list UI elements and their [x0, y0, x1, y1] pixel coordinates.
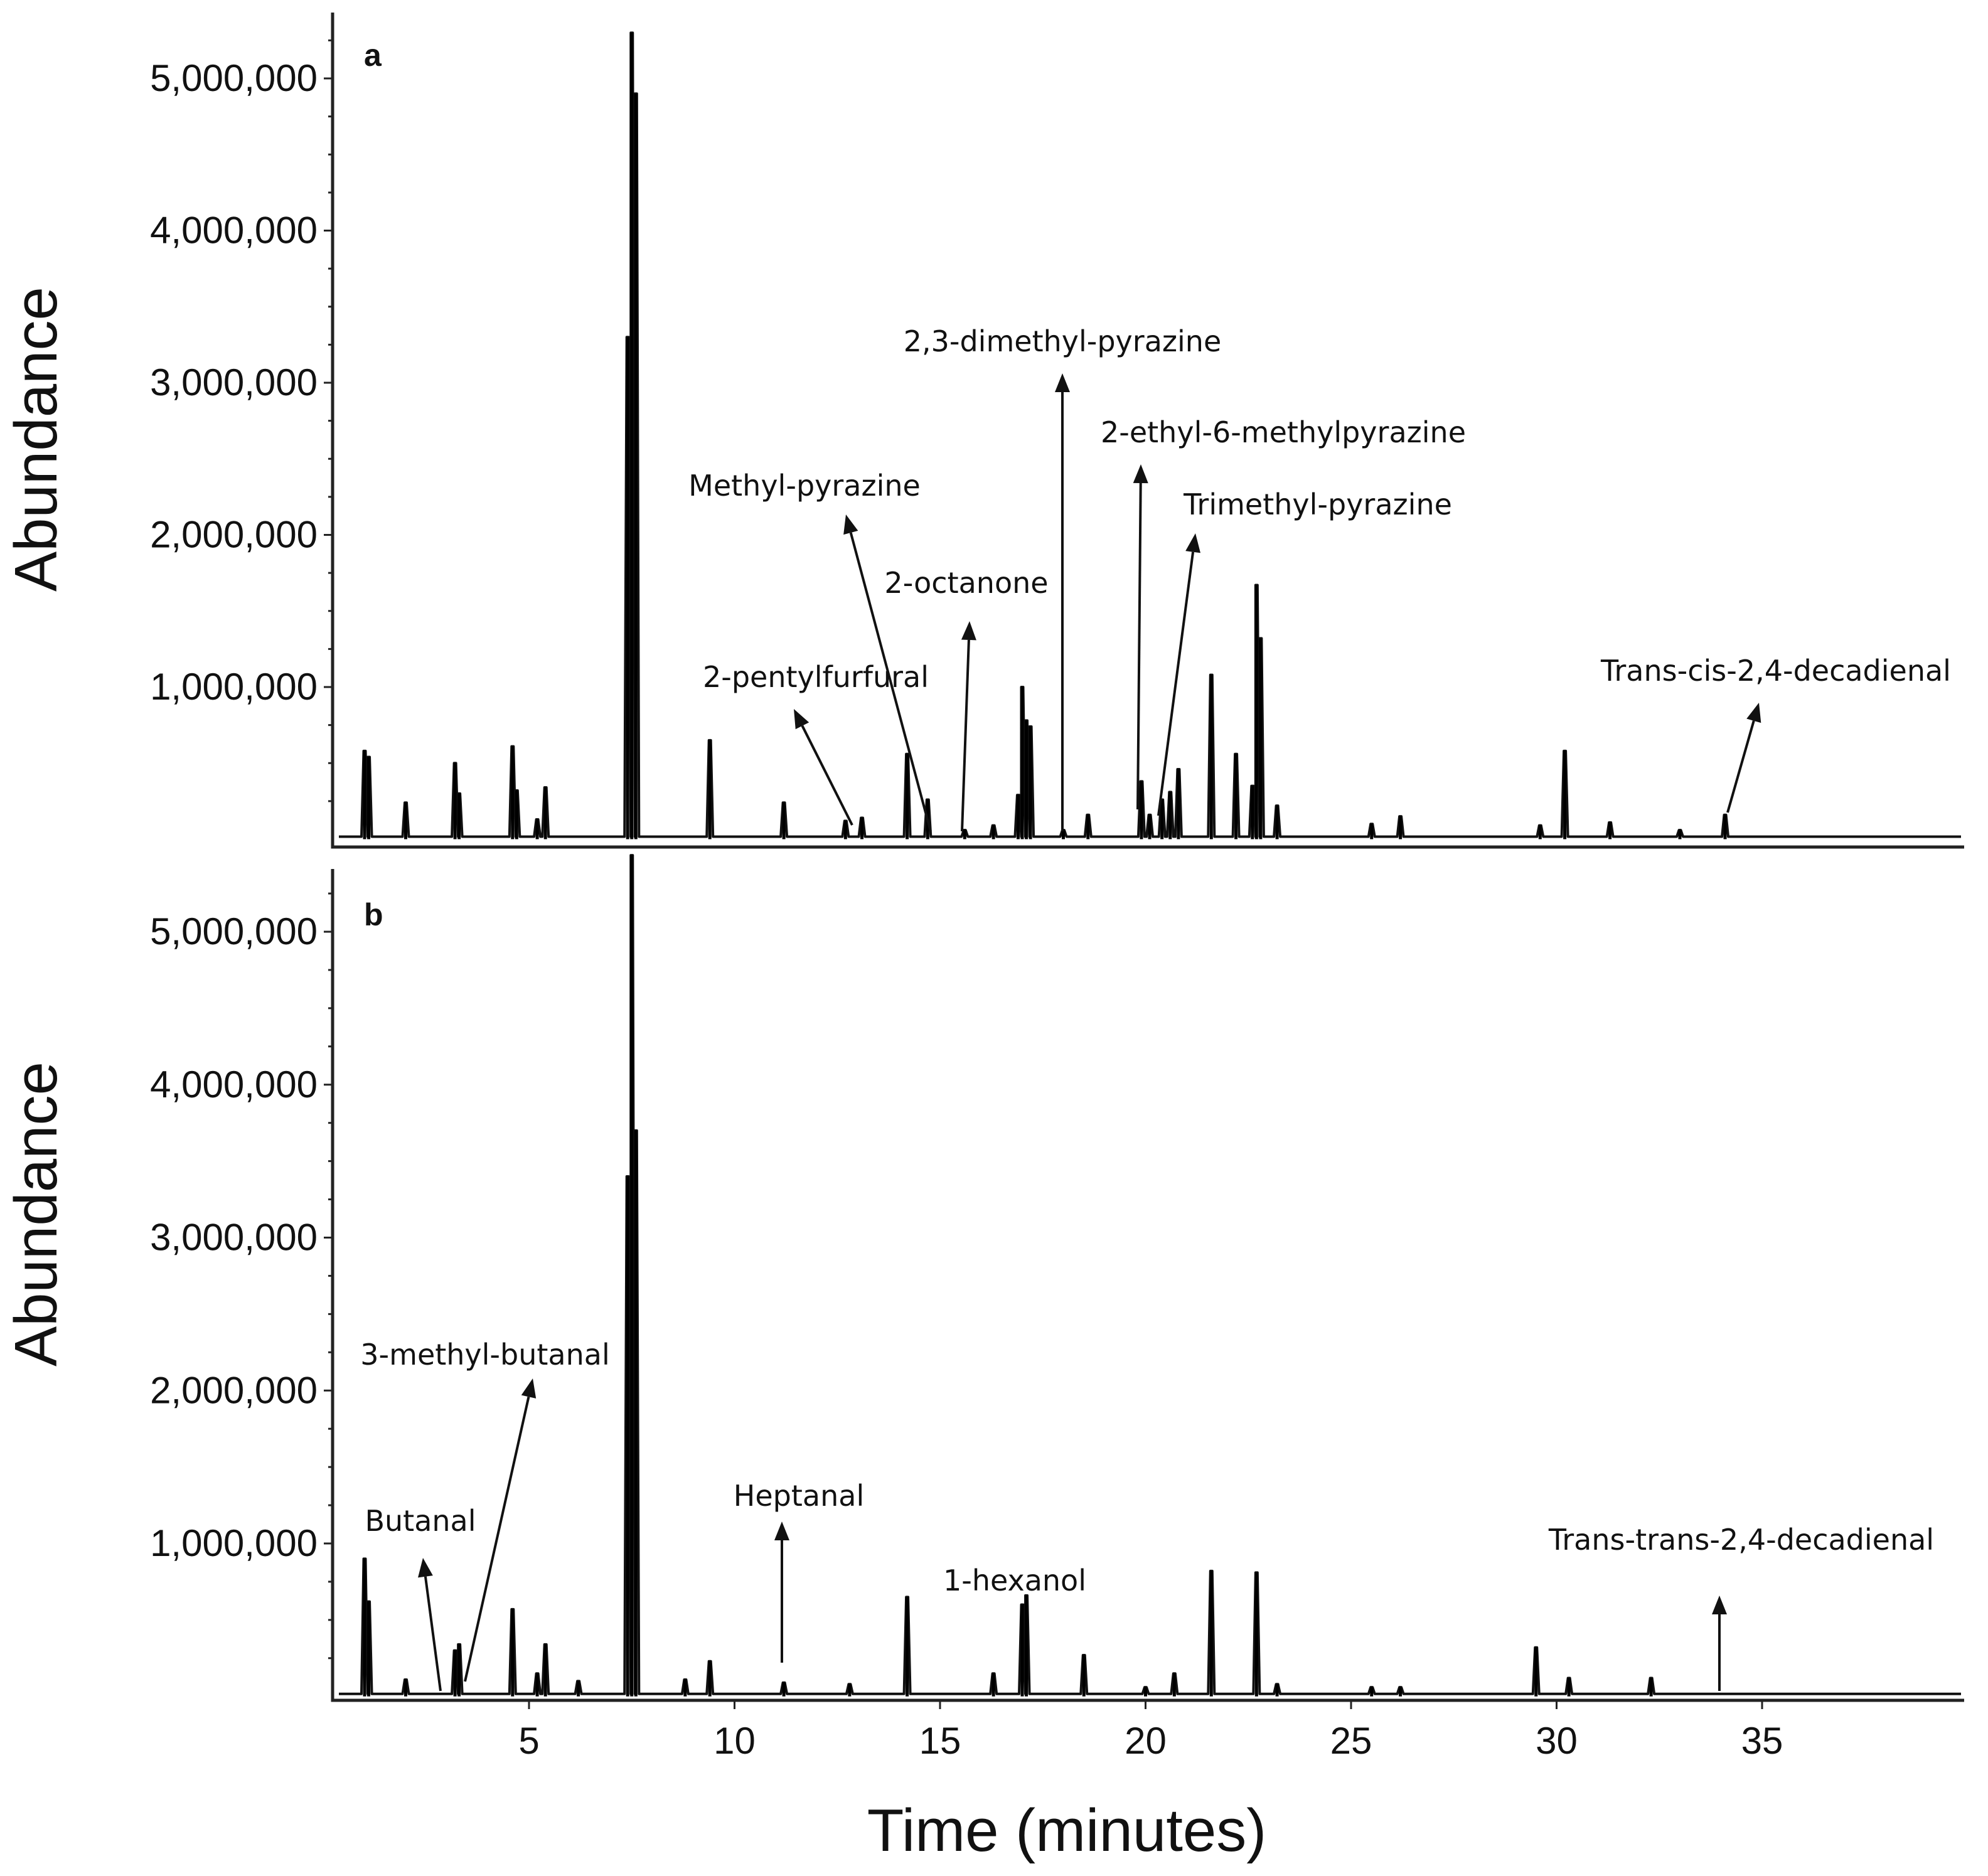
panel-a-ylabel: Abundance: [3, 287, 70, 592]
x-tick-label: 25: [1330, 1720, 1372, 1762]
panel-b-trace: [339, 854, 1961, 1697]
annotation-arrowhead: [1185, 533, 1200, 553]
x-axis-ticks: 5 10 15 20 25 30 35: [518, 1700, 1783, 1762]
panel-b-ylabel: Abundance: [3, 1062, 70, 1367]
annotation-arrow: [1726, 720, 1755, 813]
annotation-arrowhead: [1133, 464, 1148, 484]
peak-annotation-label: Heptanal: [734, 1479, 864, 1513]
panel-a-letter: a: [364, 38, 382, 73]
peak-annotation-label: Trans-trans-2,4-decadienal: [1548, 1523, 1934, 1557]
y-tick-label: 2,000,000: [150, 514, 318, 556]
peak-annotation-label: 2-ethyl-6-methylpyrazine: [1101, 415, 1466, 449]
x-tick-label: 15: [919, 1720, 961, 1762]
annotation-arrowhead: [794, 709, 810, 730]
panel-b-annotations: Butanal 3-methyl-butanal Heptanal 1-hexanol…: [360, 1338, 1934, 1692]
peak-annotation-label: 2-octanone: [884, 566, 1048, 600]
x-tick-label: 35: [1741, 1720, 1783, 1762]
y-tick-label: 3,000,000: [150, 361, 318, 403]
y-tick-label: 3,000,000: [150, 1217, 318, 1259]
annotation-arrowhead: [774, 1522, 789, 1540]
y-tick-label: 5,000,000: [150, 910, 318, 952]
y-tick-label: 2,000,000: [150, 1369, 318, 1411]
y-tick-label: 5,000,000: [150, 57, 318, 99]
peak-annotation-label: 1-hexanol: [943, 1564, 1086, 1597]
annotation-arrowhead: [961, 621, 976, 641]
panel-b: Abundance b 1,000,000 2,000,000 3,000,000 4…: [3, 854, 1964, 1864]
y-tick-label: 4,000,000: [150, 210, 318, 252]
panel-a-annotations: 2-pentylfurfural Methyl-pyrazine 2-octanon…: [688, 324, 1951, 832]
annotation-arrow: [961, 639, 970, 832]
peak-annotation-label: 2-pentylfurfural: [703, 660, 929, 694]
peak-annotation-label: 3-methyl-butanal: [360, 1338, 609, 1372]
annotation-arrow: [849, 532, 932, 832]
y-tick-label: 4,000,000: [150, 1063, 318, 1106]
peak-annotation-label: Trimethyl-pyrazine: [1183, 488, 1452, 521]
x-tick-label: 30: [1536, 1720, 1578, 1762]
x-tick-label: 20: [1125, 1720, 1167, 1762]
peak-annotation-label: Trans-cis-2,4-decadienal: [1600, 654, 1951, 688]
annotation-arrowhead: [418, 1558, 433, 1578]
annotation-arrow: [424, 1576, 442, 1692]
panel-a-axes: [331, 13, 1964, 849]
panel-b-letter: b: [364, 897, 383, 932]
y-tick-label: 1,000,000: [150, 1522, 318, 1564]
x-tick-label: 5: [518, 1720, 539, 1762]
peak-annotation-label: Butanal: [365, 1504, 476, 1538]
panel-a-y-ticks: 1,000,000 2,000,000 3,000,000 4,000,000 5,00…: [150, 39, 333, 802]
annotation-arrowhead: [843, 514, 858, 535]
annotation-arrowhead: [1712, 1596, 1727, 1614]
x-tick-label: 10: [713, 1720, 756, 1762]
chromatogram-trace: [339, 854, 1961, 1695]
panel-b-axes: [331, 869, 1964, 1702]
panel-b-y-ticks: 1,000,000 2,000,000 3,000,000 4,000,000 5,00…: [150, 892, 333, 1660]
peak-annotation-label: 2,3-dimethyl-pyrazine: [904, 324, 1222, 358]
panel-a: Abundance a 1,000,000 2,000,000 3,000,000 4…: [3, 13, 1964, 849]
annotation-arrowhead: [1055, 373, 1070, 392]
annotation-arrow: [1157, 552, 1195, 816]
annotation-arrow: [1136, 482, 1142, 810]
annotation-arrowhead: [1746, 703, 1761, 723]
peak-annotation-label: Methyl-pyrazine: [688, 469, 921, 503]
panel-a-trace: [339, 31, 1961, 839]
annotation-arrowhead: [521, 1378, 537, 1399]
x-axis-label: Time (minutes): [867, 1797, 1267, 1864]
annotation-arrow: [801, 725, 853, 826]
y-tick-label: 1,000,000: [150, 666, 318, 708]
annotation-arrow: [464, 1396, 530, 1682]
